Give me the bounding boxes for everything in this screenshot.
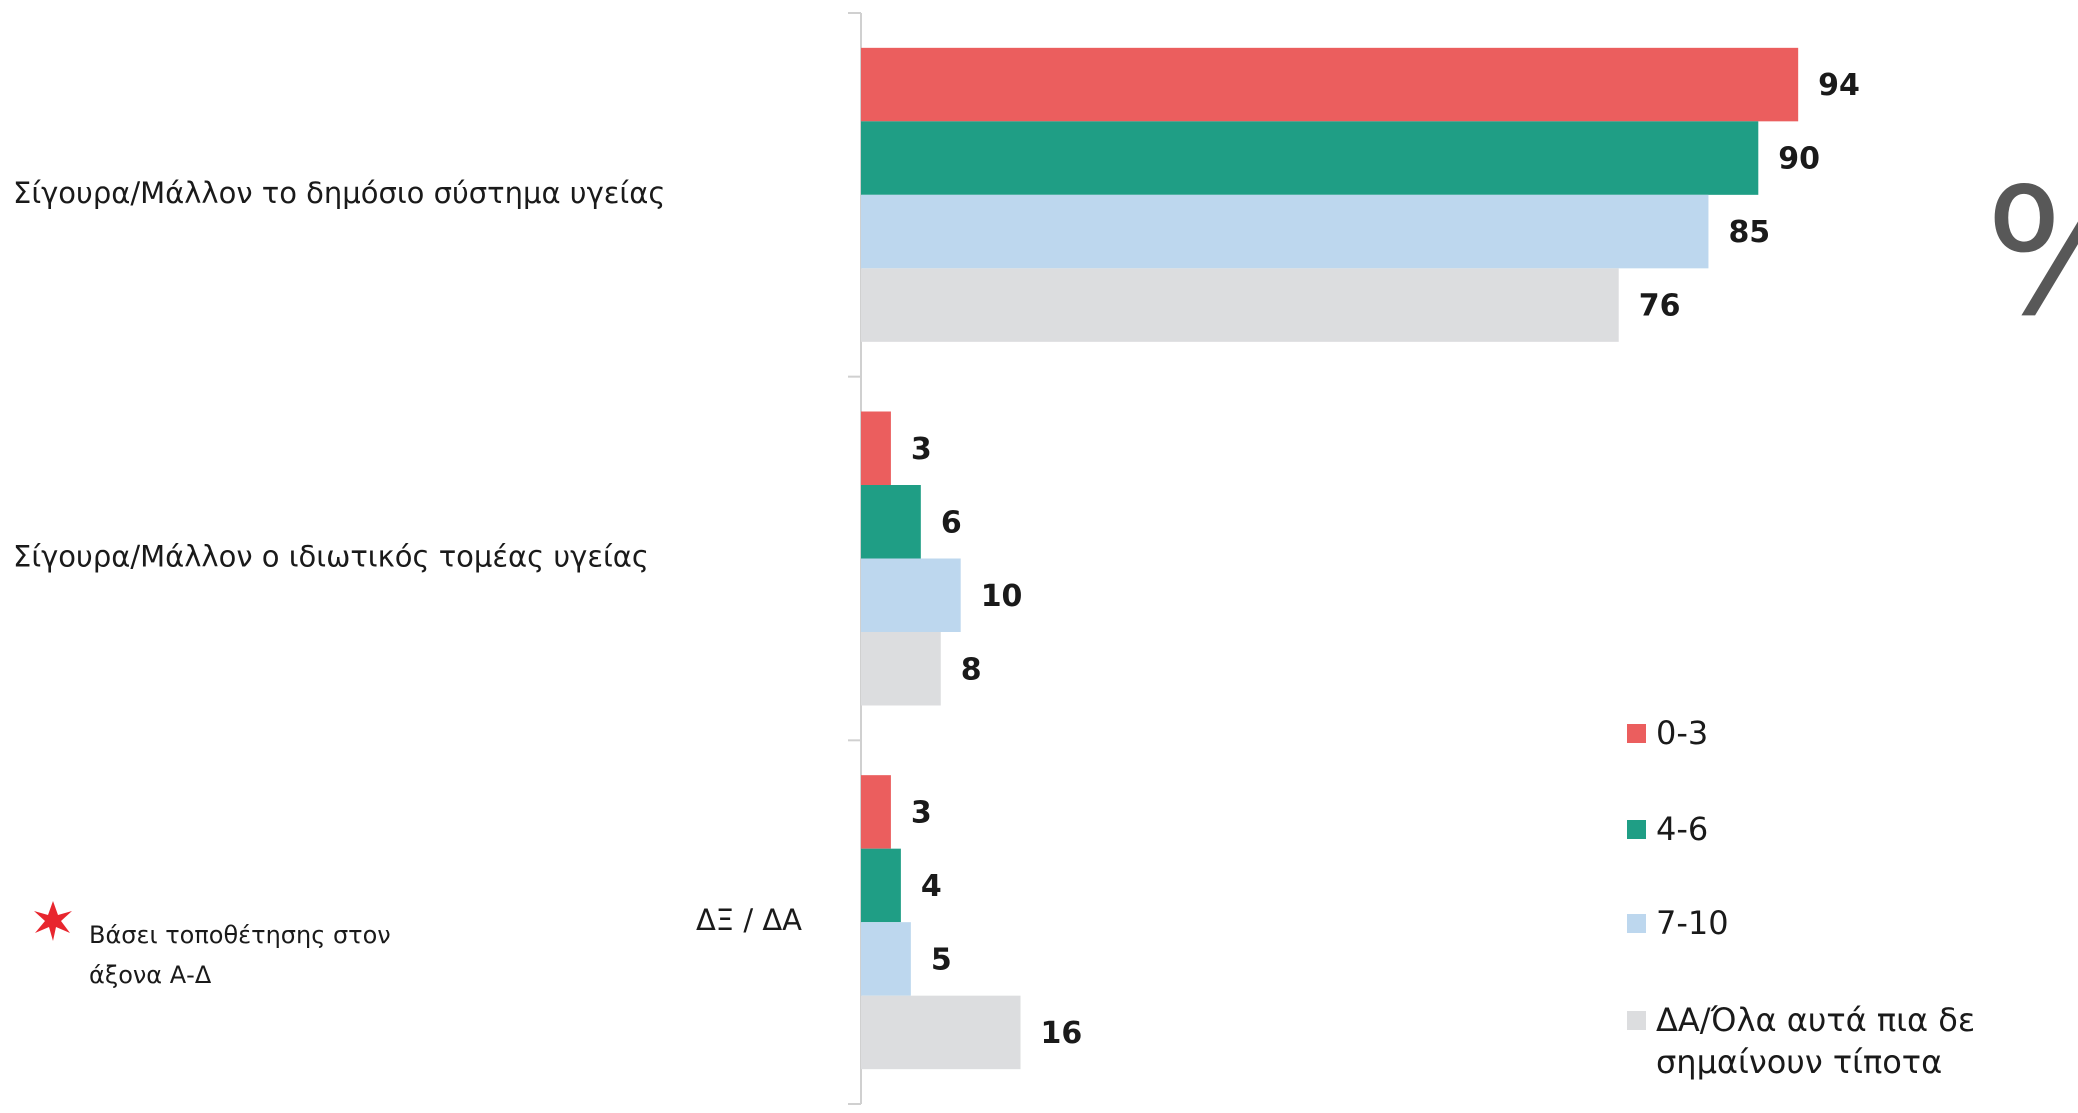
- legend-swatch: [1627, 1011, 1646, 1030]
- legend-item: 0-3: [1627, 712, 2027, 754]
- legend-swatch: [1627, 724, 1646, 743]
- legend-item: 7-10: [1627, 902, 2027, 944]
- value-label: 4: [921, 869, 942, 904]
- value-label: 94: [1818, 68, 1860, 103]
- value-label: 6: [941, 505, 962, 540]
- value-label: 16: [1041, 1016, 1083, 1051]
- bar: [861, 995, 1021, 1070]
- legend-label: 4-6: [1656, 810, 1709, 848]
- bar: [861, 485, 921, 559]
- note: Βάσει τοποθέτησης στον άξονα Α-Δ: [89, 921, 391, 989]
- legend-label: 0-3: [1656, 714, 1709, 752]
- category-label: Σίγουρα/Μάλλον το δημόσιο σύστημα υγείας: [13, 176, 665, 210]
- value-label: 10: [981, 579, 1023, 614]
- bar: [861, 121, 1759, 195]
- value-label: 3: [911, 795, 932, 830]
- bar: [861, 268, 1619, 342]
- legend-label: 7-10: [1656, 904, 1729, 942]
- bar: [861, 775, 891, 849]
- note-asterisk: [34, 901, 72, 941]
- bar: [861, 632, 941, 706]
- category-label: ΔΞ / ΔΑ: [696, 903, 802, 937]
- legend-item: ΔΑ/Όλα αυτά πια δε σημαίνουν τίποτα: [1627, 999, 2027, 1083]
- legend-item: 4-6: [1627, 808, 2027, 850]
- value-label: 76: [1639, 289, 1681, 324]
- value-label: 8: [961, 652, 982, 687]
- category-label: Σίγουρα/Μάλλον ο ιδιωτικός τομέας υγείας: [13, 540, 649, 574]
- legend-swatch: [1627, 914, 1646, 933]
- legend-label: ΔΑ/Όλα αυτά πια δε σημαίνουν τίποτα: [1656, 1001, 1976, 1081]
- value-label: 3: [911, 432, 932, 467]
- value-label: 85: [1728, 215, 1770, 250]
- bar: [861, 922, 911, 996]
- value-label: 5: [931, 942, 952, 977]
- bar: [861, 47, 1799, 122]
- bar: [861, 848, 901, 923]
- unit-symbol: %: [1985, 152, 2078, 355]
- bar: [861, 411, 891, 485]
- legend-swatch: [1627, 820, 1646, 839]
- value-label: 90: [1778, 142, 1820, 177]
- bar: [861, 194, 1709, 269]
- bar: [861, 558, 961, 632]
